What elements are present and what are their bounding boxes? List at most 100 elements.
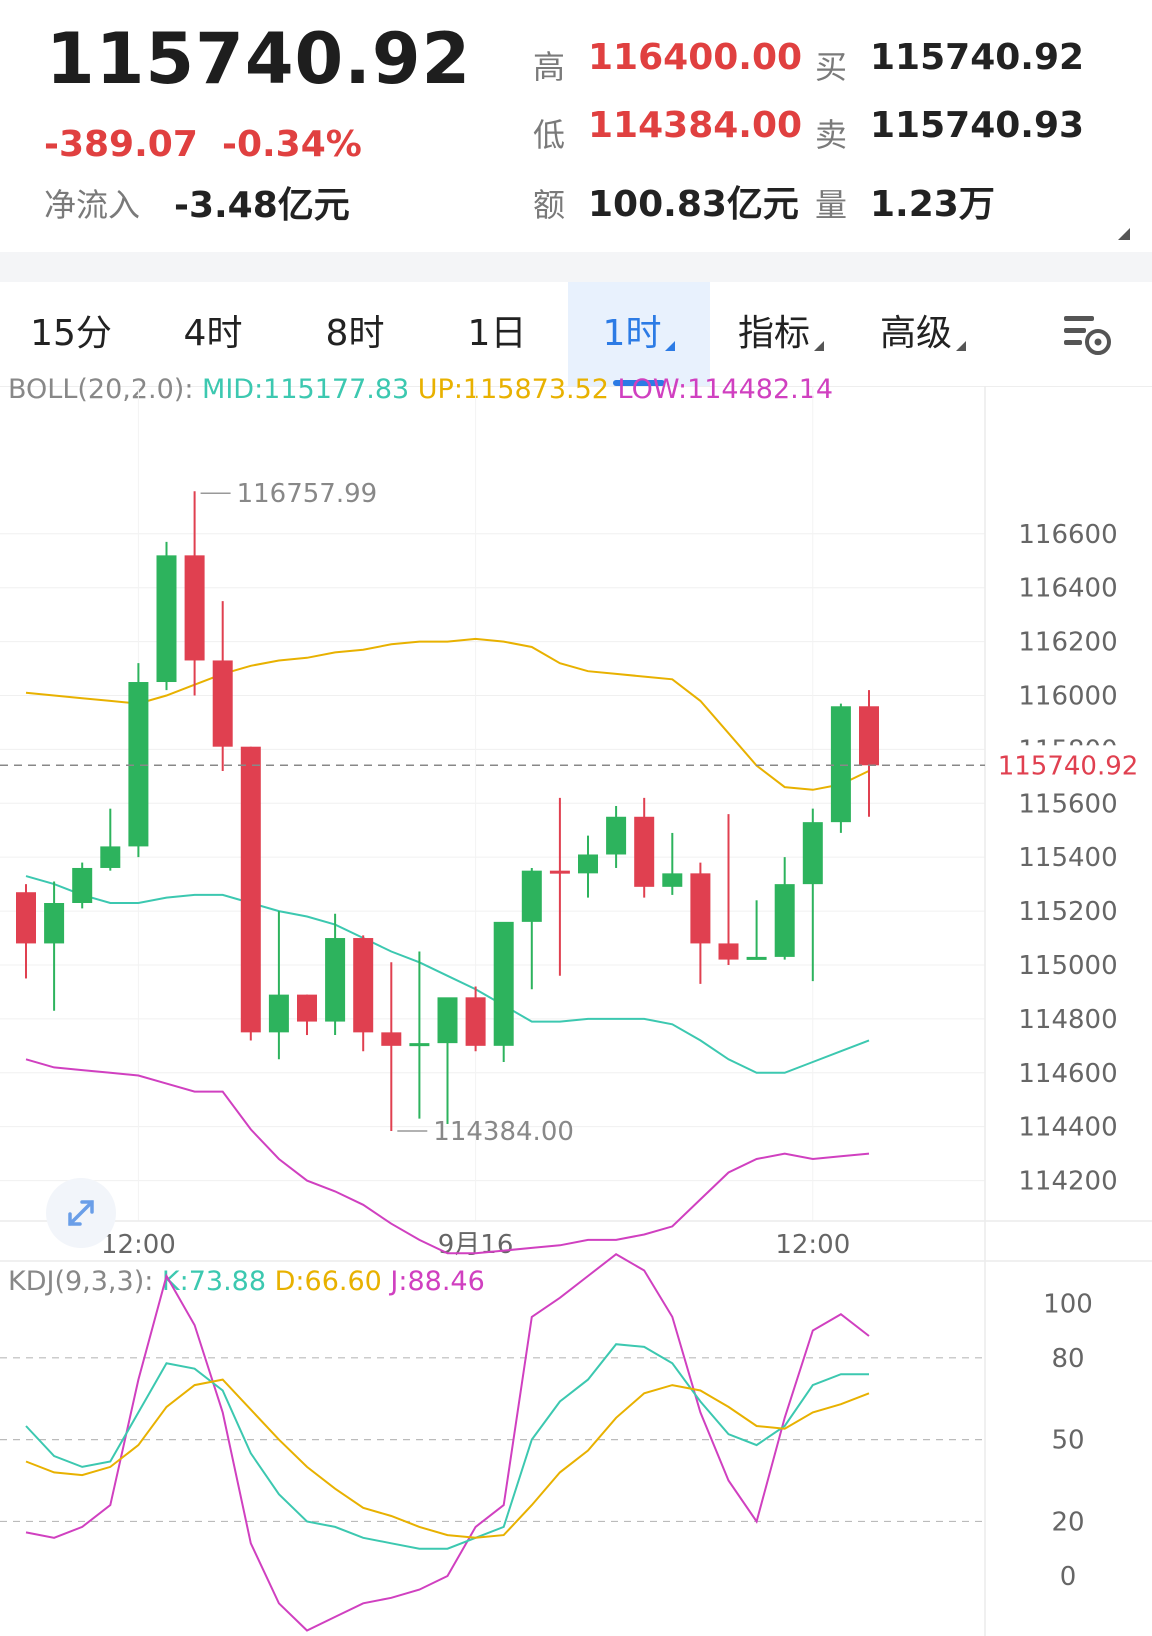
candle-body bbox=[465, 997, 486, 1046]
kdj-j-line bbox=[25, 1252, 870, 1632]
tab-label: 15分 bbox=[30, 313, 112, 354]
amount-label: 额 bbox=[533, 186, 566, 224]
time-tick-label: 9月16 bbox=[438, 1230, 514, 1260]
candle-body bbox=[409, 1043, 430, 1047]
buy-label: 买 bbox=[815, 48, 848, 86]
kdj-tick-label: 0 bbox=[1060, 1562, 1077, 1592]
time-tick-label: 12:00 bbox=[775, 1230, 850, 1260]
candle-body bbox=[578, 854, 598, 874]
price-tick-label: 114800 bbox=[1018, 1005, 1117, 1035]
candle-body bbox=[802, 822, 823, 885]
tab-label: 4时 bbox=[183, 313, 243, 354]
candle-body bbox=[718, 943, 739, 960]
volume-label: 量 bbox=[815, 186, 848, 224]
price-tick-label: 116600 bbox=[1018, 520, 1117, 550]
kdj-d: D:66.60 bbox=[274, 1266, 382, 1297]
price-tick-label: 115200 bbox=[1018, 897, 1117, 927]
boll-low: LOW:114482.14 bbox=[617, 374, 834, 405]
tab-8h[interactable]: 8时 bbox=[284, 282, 426, 386]
tab-indicators[interactable]: 指标 bbox=[710, 282, 852, 386]
price-tick-label: 114400 bbox=[1018, 1113, 1117, 1143]
candle-body bbox=[774, 884, 795, 957]
high-value: 116400.00 bbox=[588, 37, 803, 78]
candle-body bbox=[549, 870, 570, 874]
candle-body bbox=[240, 746, 261, 1033]
tab-4h[interactable]: 4时 bbox=[142, 282, 284, 386]
candle-body bbox=[156, 555, 177, 683]
kdj-tick-label: 20 bbox=[1051, 1507, 1084, 1537]
price-change-pct: -0.34% bbox=[222, 124, 362, 165]
buy-value: 115740.92 bbox=[870, 37, 1085, 78]
price-tick-label: 116200 bbox=[1018, 628, 1117, 658]
candle-body bbox=[212, 660, 233, 747]
boll-legend: BOLL(20,2.0): MID:115177.83 UP:115873.52… bbox=[8, 374, 833, 405]
price-tick-label: 116000 bbox=[1018, 681, 1117, 711]
candle-body bbox=[184, 555, 205, 661]
price-tick-label: 114200 bbox=[1018, 1167, 1117, 1197]
active-tab-indicator bbox=[613, 380, 665, 386]
time-tick-label: 12:00 bbox=[101, 1230, 176, 1260]
candle-body bbox=[353, 938, 374, 1033]
candle-body bbox=[72, 867, 93, 903]
expand-icon[interactable] bbox=[46, 1178, 116, 1248]
price-tick-label: 116400 bbox=[1018, 574, 1117, 604]
candle-body bbox=[521, 870, 542, 922]
tab-label: 8时 bbox=[325, 313, 385, 354]
tab-advanced[interactable]: 高级 bbox=[852, 282, 994, 386]
boll-up-line bbox=[25, 637, 870, 791]
candle-body bbox=[746, 956, 767, 960]
candle-body bbox=[634, 816, 655, 887]
candle-body bbox=[381, 1032, 402, 1046]
tab-1d[interactable]: 1日 bbox=[426, 282, 568, 386]
candle-body bbox=[493, 921, 514, 1046]
candle-body bbox=[830, 706, 851, 823]
candle-body bbox=[325, 938, 346, 1022]
boll-mid: MID:115177.83 bbox=[202, 374, 410, 405]
current-price-label: 115740.92 bbox=[998, 751, 1139, 781]
kdj-k: K:73.88 bbox=[161, 1266, 267, 1297]
net-inflow-label: 净流入 bbox=[44, 186, 141, 224]
max-marker-label: 116757.99 bbox=[237, 479, 378, 509]
boll-mid-line bbox=[25, 875, 870, 1074]
tab-1h[interactable]: 1时 bbox=[568, 282, 710, 386]
candle-body bbox=[100, 846, 121, 868]
kdj-legend: KDJ(9,3,3): K:73.88 D:66.60 J:88.46 bbox=[8, 1266, 485, 1297]
section-divider bbox=[0, 252, 1152, 282]
candle-body bbox=[44, 903, 65, 944]
period-tabs: 15分 4时 8时 1日 1时 指标 高级 bbox=[0, 282, 1152, 387]
tab-label: 1日 bbox=[467, 313, 527, 354]
kdj-tick-label: 80 bbox=[1051, 1344, 1084, 1374]
last-price: 115740.92 bbox=[46, 18, 472, 100]
kdj-name: KDJ(9,3,3): bbox=[8, 1266, 154, 1297]
sell-label: 卖 bbox=[815, 116, 848, 154]
tab-label: 高级 bbox=[879, 313, 952, 354]
price-tick-label: 115400 bbox=[1018, 843, 1117, 873]
quote-header: 115740.92 -389.07 -0.34% 净流入 -3.48亿元 高 1… bbox=[0, 0, 1152, 252]
kdj-j: J:88.46 bbox=[390, 1266, 485, 1297]
dropdown-arrow-icon bbox=[814, 341, 824, 351]
dropdown-arrow-icon bbox=[665, 341, 676, 351]
candle-body bbox=[606, 816, 627, 855]
candle-body bbox=[297, 994, 317, 1022]
candle-body bbox=[128, 682, 149, 847]
tab-15min[interactable]: 15分 bbox=[0, 282, 142, 386]
current-price-bg bbox=[990, 745, 1140, 786]
price-tick-label: 114600 bbox=[1018, 1059, 1117, 1089]
chart-settings-icon[interactable] bbox=[1060, 306, 1116, 366]
price-change: -389.07 bbox=[44, 124, 198, 165]
candle-body bbox=[662, 873, 683, 887]
kdj-tick-label: 50 bbox=[1051, 1426, 1084, 1456]
price-tick-label: 115600 bbox=[1018, 789, 1117, 819]
price-chart[interactable]: 1166001164001162001160001158001156001154… bbox=[0, 386, 1152, 1636]
boll-up: UP:115873.52 bbox=[417, 374, 609, 405]
expand-corner-icon[interactable] bbox=[1118, 228, 1130, 240]
candle-body bbox=[16, 892, 36, 944]
amount-value: 100.83亿元 bbox=[588, 184, 799, 225]
price-tick-label: 115000 bbox=[1018, 951, 1117, 981]
tab-label: 指标 bbox=[737, 313, 810, 354]
high-label: 高 bbox=[533, 48, 566, 86]
candle-body bbox=[690, 873, 711, 944]
kdj-tick-label: 100 bbox=[1043, 1289, 1093, 1319]
candle-body bbox=[437, 997, 458, 1044]
volume-value: 1.23万 bbox=[870, 184, 995, 225]
